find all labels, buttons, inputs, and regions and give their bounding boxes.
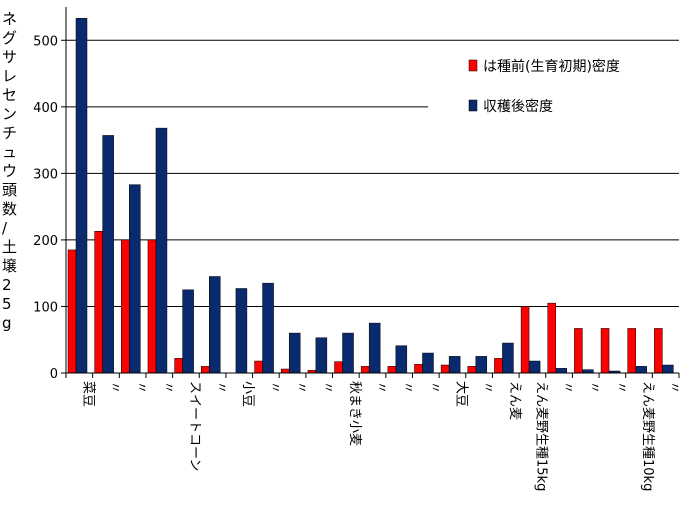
bar-postharvest	[342, 332, 354, 374]
bar-preseed	[334, 361, 343, 374]
bar-postharvest	[129, 184, 141, 374]
category-label: 大豆	[453, 381, 468, 407]
bar-preseed	[654, 328, 663, 374]
legend-label: 収穫後密度	[483, 98, 553, 115]
y-axis-title-char: 土	[2, 238, 18, 256]
category-label: えん麦野生種15kg	[533, 381, 549, 491]
legend-label: は種前(生育初期)密度	[483, 58, 620, 75]
category-label: 〃	[427, 381, 442, 394]
y-axis-title-char: ュ	[2, 143, 18, 161]
category-label: 〃	[587, 381, 602, 394]
category-label: えん麦	[507, 381, 522, 420]
bar-postharvest	[475, 356, 488, 374]
y-axis-title-char: 2	[2, 276, 12, 294]
bar-preseed	[280, 368, 290, 374]
y-axis-title-char: 5	[2, 295, 12, 313]
bar-postharvest	[315, 337, 328, 374]
bar-preseed	[147, 239, 157, 374]
bar-preseed	[360, 366, 370, 374]
bar-postharvest	[502, 342, 514, 374]
y-axis-title-char: ン	[2, 105, 18, 123]
category-label: 〃	[613, 381, 628, 394]
y-axis-title-char: レ	[2, 67, 18, 85]
bar-postharvest	[662, 364, 674, 374]
y-axis-title-char: サ	[2, 48, 18, 66]
category-label: 〃	[107, 381, 122, 394]
category-label: 〃	[400, 381, 415, 394]
bar-postharvest	[448, 356, 461, 374]
bar-preseed	[94, 231, 103, 374]
bar-postharvest	[635, 366, 647, 374]
axes	[61, 7, 680, 378]
category-labels: 菜豆〃〃〃スイートコーン〃小豆〃〃〃秋まき小麦〃〃〃大豆〃えん麦 えん麦野生種15…	[80, 381, 680, 491]
bar-postharvest	[262, 282, 274, 374]
y-axis-title-char: グ	[2, 29, 18, 47]
y-tick-label: 300	[33, 167, 58, 182]
bar-postharvest	[395, 345, 408, 374]
y-axis-title-char: g	[2, 314, 12, 332]
category-label: スイートコーン	[187, 381, 202, 471]
bar-preseed	[600, 328, 610, 374]
category-label: 小豆	[240, 381, 255, 407]
bar-preseed	[121, 239, 130, 374]
bar-postharvest	[422, 352, 434, 374]
bar-postharvest	[288, 332, 301, 374]
bar-postharvest	[235, 288, 248, 374]
bar-postharvest	[182, 289, 194, 374]
y-tick-label: 0	[50, 367, 58, 382]
bar-preseed	[574, 328, 583, 374]
y-axis-title-char: ウ	[2, 162, 18, 180]
bar-preseed	[520, 306, 530, 374]
y-tick-labels: 0 100 200 300 400 500	[33, 34, 58, 382]
bar-preseed	[414, 364, 423, 374]
category-label: 〃	[320, 381, 335, 394]
category-label: 秋まき小麦	[347, 381, 362, 446]
y-tick-label: 200	[33, 234, 58, 249]
category-label: 〃	[374, 381, 389, 394]
category-label: 〃	[480, 381, 495, 394]
bar-preseed	[494, 358, 503, 374]
bar-preseed	[174, 358, 183, 374]
y-axis-title-char: /	[2, 219, 8, 237]
bar-postharvest	[528, 360, 541, 374]
bar-postharvest	[209, 276, 221, 374]
bar-preseed	[627, 328, 636, 374]
bar-postharvest	[75, 18, 88, 374]
category-label: 〃	[267, 381, 282, 394]
category-label: 〃	[667, 381, 680, 394]
y-tick-label: 400	[33, 101, 58, 116]
y-axis-title-char: セ	[2, 86, 18, 104]
bar-preseed	[254, 360, 263, 374]
bar-preseed	[67, 249, 77, 374]
category-label: えん麦野生種10kg	[640, 381, 656, 491]
bar-preseed	[440, 364, 450, 374]
category-label: 菜豆	[80, 381, 95, 407]
bar-postharvest	[368, 322, 381, 374]
category-label: 〃	[214, 381, 229, 394]
bar-preseed	[467, 366, 477, 374]
y-axis-title-char: 頭	[2, 181, 18, 199]
category-label: 〃	[160, 381, 175, 394]
category-label: 〃	[134, 381, 149, 394]
y-axis-title-char: 数	[2, 200, 18, 218]
y-axis-title-char: チ	[2, 124, 18, 142]
legend-swatch	[468, 59, 478, 72]
y-tick-label: 500	[33, 34, 58, 49]
bar-preseed	[201, 366, 210, 374]
bar-postharvest	[555, 368, 567, 374]
grid-lines	[66, 39, 679, 307]
bars	[67, 18, 674, 374]
category-label: 〃	[560, 381, 575, 394]
legend-swatch	[468, 99, 478, 112]
category-label: 〃	[294, 381, 309, 394]
y-axis-title-char: 壌	[2, 257, 18, 275]
y-tick-label: 100	[33, 300, 58, 315]
bar-preseed	[387, 366, 397, 374]
bar-preseed	[547, 302, 556, 374]
bar-postharvest	[102, 135, 114, 374]
bar-postharvest	[155, 127, 168, 374]
y-axis-title-char: ネ	[2, 10, 18, 28]
